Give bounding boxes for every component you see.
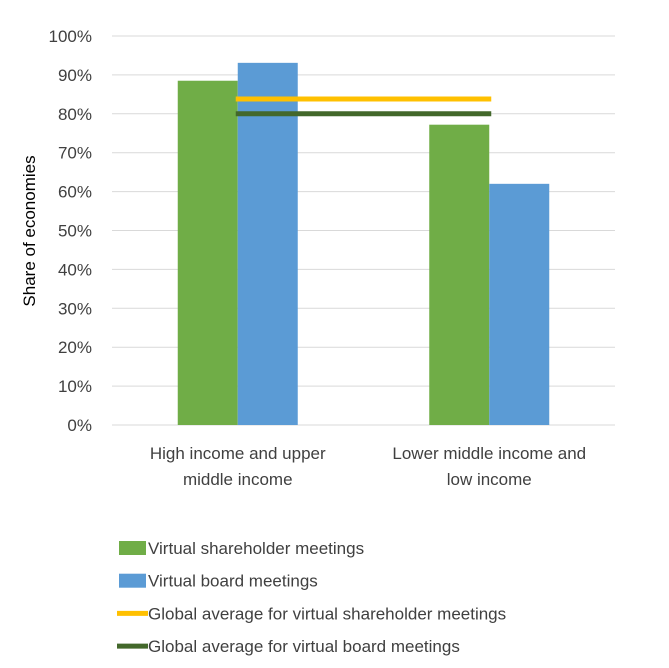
y-tick-label: 90% bbox=[58, 66, 92, 85]
bar-virtual-shareholder-meetings-0 bbox=[177, 80, 238, 426]
y-tick-label: 50% bbox=[58, 222, 92, 241]
bar-virtual-board-meetings-0 bbox=[237, 62, 298, 425]
y-tick-label: 60% bbox=[58, 183, 92, 202]
reference-lines bbox=[235, 96, 492, 117]
y-tick-label: 40% bbox=[58, 260, 92, 279]
axes: 0% 10% 20% 30% 40% 50% 60% 70% 80% 90% 100% High in… bbox=[49, 27, 587, 489]
y-tick-label: 20% bbox=[58, 338, 92, 357]
y-tick-label: 0% bbox=[67, 416, 92, 435]
legend: Virtual shareholder meetings Virtual boar… bbox=[117, 539, 506, 656]
x-category-label: High income and upper bbox=[150, 444, 326, 463]
y-tick-label: 30% bbox=[58, 299, 92, 318]
bar-virtual-board-meetings-1 bbox=[489, 183, 550, 425]
legend-label: Global average for virtual shareholder m… bbox=[148, 604, 506, 623]
y-tick-label: 80% bbox=[58, 105, 92, 124]
y-tick-label: 70% bbox=[58, 144, 92, 163]
y-tick-label: 100% bbox=[49, 27, 92, 46]
x-category-label: middle income bbox=[183, 470, 293, 489]
legend-label: Global average for virtual board meeting… bbox=[148, 637, 460, 656]
y-tick-label: 10% bbox=[58, 377, 92, 396]
y-axis-title: Share of economies bbox=[20, 155, 39, 306]
x-category-label: Lower middle income and bbox=[392, 444, 586, 463]
x-category-label: low income bbox=[447, 470, 532, 489]
legend-label: Virtual board meetings bbox=[148, 572, 318, 591]
legend-label: Virtual shareholder meetings bbox=[148, 539, 364, 558]
legend-swatch bbox=[119, 573, 146, 588]
bars bbox=[177, 62, 550, 426]
legend-swatch bbox=[119, 541, 146, 555]
bar-virtual-shareholder-meetings-1 bbox=[429, 124, 490, 425]
